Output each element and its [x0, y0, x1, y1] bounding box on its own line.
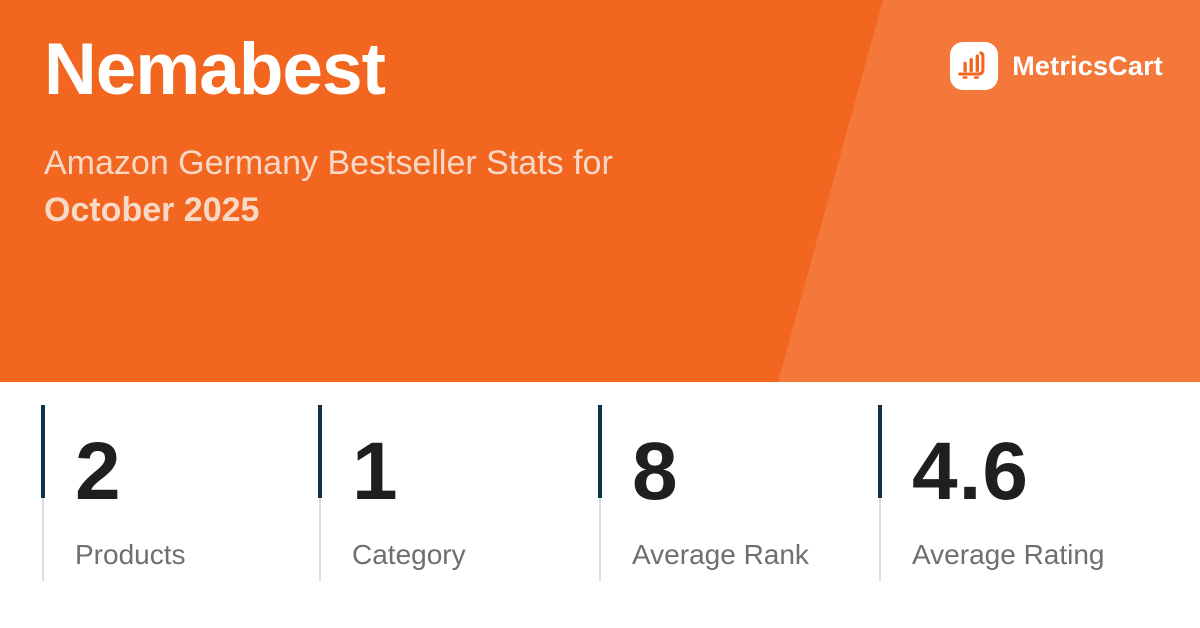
chart-cart-icon [950, 42, 998, 90]
hero-subtitle-line1: Amazon Germany Bestseller Stats for [44, 144, 613, 182]
metricscart-logo [950, 42, 999, 90]
stat-value: 8 [632, 426, 679, 517]
stat-label: Average Rating [912, 539, 1105, 570]
brand-lockup: MetricsCart [950, 42, 1163, 90]
stat-value: 2 [75, 426, 122, 517]
stat-average-rank: 8 Average Rank [598, 405, 868, 585]
stat-label: Products [75, 539, 186, 570]
stat-divider-line [319, 498, 321, 581]
stat-divider-line [42, 498, 44, 581]
stat-label: Average Rank [632, 539, 809, 570]
stat-accent-line [598, 405, 602, 498]
stat-accent-line [878, 405, 882, 498]
hero-banner: Nemabest Amazon Germany Bestseller Stats… [0, 0, 1200, 382]
brand-name: MetricsCart [1012, 50, 1163, 81]
stat-value: 1 [352, 426, 399, 517]
stat-accent-line [318, 405, 322, 498]
stat-products: 2 Products [41, 405, 311, 585]
stat-category: 1 Category [318, 405, 588, 585]
stat-average-rating: 4.6 Average Rating [878, 405, 1148, 585]
stat-accent-line [41, 405, 45, 498]
hero-subtitle-period: October 2025 [44, 191, 260, 229]
stat-divider-line [599, 498, 601, 581]
stats-section: 2 Products 1 Category 8 Average Rank 4.6… [0, 382, 1200, 628]
page-title: Nemabest [44, 29, 386, 110]
stat-value: 4.6 [912, 426, 1029, 517]
hero-subtitle: Amazon Germany Bestseller Stats for Octo… [44, 140, 613, 234]
stat-divider-line [879, 498, 881, 581]
stat-label: Category [352, 539, 466, 570]
